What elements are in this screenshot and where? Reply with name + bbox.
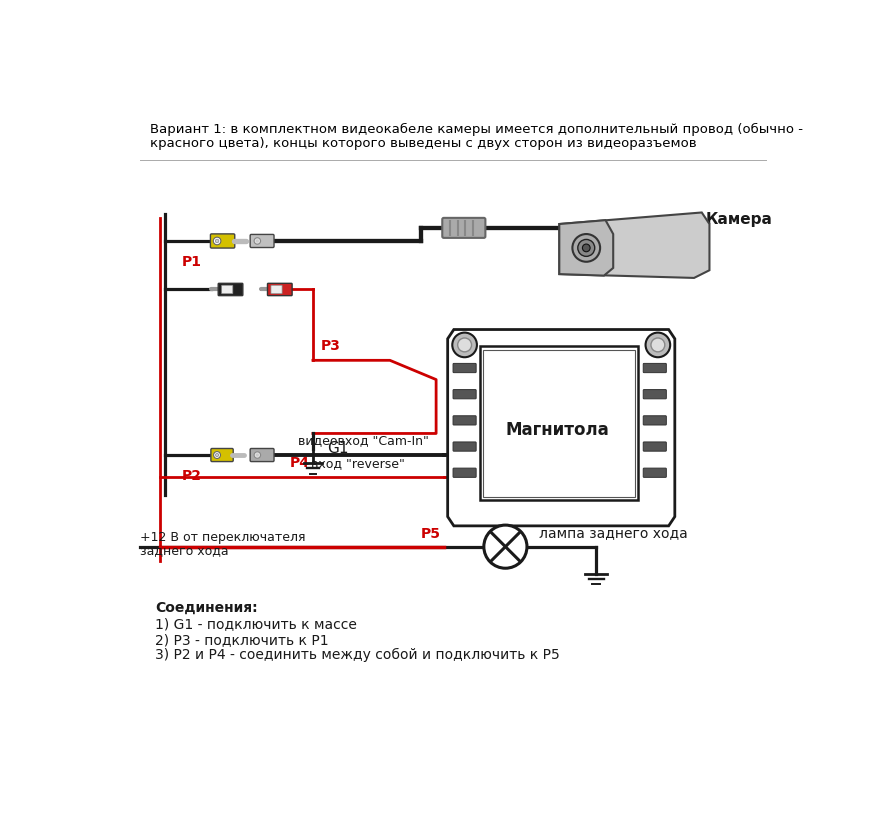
Text: лампа заднего хода: лампа заднего хода xyxy=(538,526,687,540)
Polygon shape xyxy=(560,220,613,276)
Text: Камера: Камера xyxy=(705,213,773,227)
Text: 1) G1 - подключить к массе: 1) G1 - подключить к массе xyxy=(155,617,357,631)
FancyBboxPatch shape xyxy=(453,390,476,399)
Circle shape xyxy=(583,244,591,252)
FancyBboxPatch shape xyxy=(453,468,476,477)
Text: G1: G1 xyxy=(327,442,348,456)
FancyBboxPatch shape xyxy=(250,448,274,461)
Text: вход "reverse": вход "reverse" xyxy=(311,457,405,470)
Polygon shape xyxy=(560,213,710,278)
FancyBboxPatch shape xyxy=(644,390,667,399)
FancyBboxPatch shape xyxy=(250,235,274,247)
Circle shape xyxy=(573,234,600,262)
Circle shape xyxy=(255,240,259,242)
Circle shape xyxy=(645,333,670,357)
FancyBboxPatch shape xyxy=(644,442,667,452)
Circle shape xyxy=(651,338,665,352)
FancyBboxPatch shape xyxy=(218,283,243,296)
Circle shape xyxy=(254,238,261,244)
FancyBboxPatch shape xyxy=(453,364,476,373)
FancyBboxPatch shape xyxy=(644,415,667,425)
Circle shape xyxy=(213,237,221,245)
Circle shape xyxy=(578,240,595,256)
Circle shape xyxy=(484,525,527,568)
FancyBboxPatch shape xyxy=(222,285,232,294)
FancyBboxPatch shape xyxy=(442,218,485,238)
Text: P2: P2 xyxy=(182,469,202,483)
FancyBboxPatch shape xyxy=(453,415,476,425)
FancyBboxPatch shape xyxy=(210,234,235,248)
Text: заднего хода: заднего хода xyxy=(140,544,228,557)
Text: Соединения:: Соединения: xyxy=(155,600,257,615)
Text: P5: P5 xyxy=(421,526,441,540)
FancyBboxPatch shape xyxy=(453,442,476,452)
Circle shape xyxy=(458,338,471,352)
Bar xyxy=(480,346,638,501)
Circle shape xyxy=(216,239,219,243)
Text: 3) P2 и P4 - соединить между собой и подключить к P5: 3) P2 и P4 - соединить между собой и под… xyxy=(155,649,560,663)
Text: +12 В от переключателя: +12 В от переключателя xyxy=(140,530,305,544)
Circle shape xyxy=(254,452,261,458)
FancyBboxPatch shape xyxy=(644,364,667,373)
Text: Вариант 1: в комплектном видеокабеле камеры имеется дополнительный провод (обычн: Вариант 1: в комплектном видеокабеле кам… xyxy=(149,123,803,136)
Circle shape xyxy=(216,453,218,456)
Text: P1: P1 xyxy=(182,255,202,268)
Circle shape xyxy=(214,452,220,458)
FancyBboxPatch shape xyxy=(268,283,292,296)
FancyBboxPatch shape xyxy=(271,285,282,294)
Text: видеовход "Cam-In": видеовход "Cam-In" xyxy=(298,434,429,447)
Text: P3: P3 xyxy=(321,338,340,353)
Text: красного цвета), концы которого выведены с двух сторон из видеоразъемов: красного цвета), концы которого выведены… xyxy=(149,137,697,150)
FancyBboxPatch shape xyxy=(211,448,233,461)
Text: P4: P4 xyxy=(290,456,309,470)
Circle shape xyxy=(453,333,477,357)
Polygon shape xyxy=(447,329,674,526)
Bar xyxy=(483,350,635,498)
Text: Магнитола: Магнитола xyxy=(506,421,609,439)
FancyBboxPatch shape xyxy=(644,468,667,477)
Circle shape xyxy=(255,453,259,456)
Text: 2) P3 - подключить к P1: 2) P3 - подключить к P1 xyxy=(155,633,329,647)
